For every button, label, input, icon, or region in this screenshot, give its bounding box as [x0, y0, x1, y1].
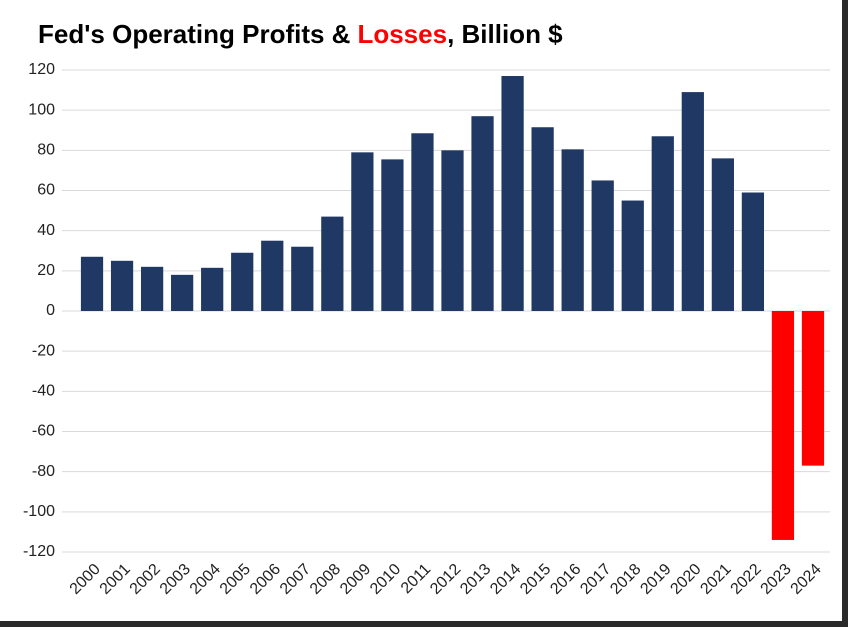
bar	[681, 92, 704, 311]
bar	[411, 133, 434, 311]
y-tick-label: 100	[28, 101, 55, 118]
title-part: Losses	[357, 19, 447, 49]
bar	[261, 240, 284, 311]
y-tick-label: -40	[32, 383, 55, 400]
bar	[381, 159, 404, 311]
y-tick-label: -20	[32, 342, 55, 359]
bar	[291, 246, 314, 311]
bar	[321, 216, 344, 311]
y-tick-label: 20	[37, 262, 55, 279]
title-part: , Billion $	[447, 19, 563, 49]
bar	[501, 76, 524, 312]
bar	[110, 260, 134, 311]
bar	[140, 266, 164, 311]
y-tick-label: -60	[32, 423, 55, 440]
bar	[621, 200, 644, 311]
frame-edge	[842, 0, 848, 627]
y-tick-label: -120	[23, 543, 55, 560]
y-tick-label: -100	[23, 503, 55, 520]
bar	[351, 152, 374, 311]
title-part: Fed's Operating Profits &	[38, 19, 350, 49]
bar	[441, 150, 464, 311]
bar	[171, 274, 194, 311]
bar	[531, 127, 554, 311]
bar	[201, 267, 224, 311]
bar	[771, 311, 795, 540]
frame-edge	[0, 621, 848, 627]
y-tick-label: 120	[28, 61, 55, 78]
y-tick-label: 40	[37, 222, 55, 239]
bar	[231, 252, 254, 311]
bar	[741, 192, 765, 311]
bar	[591, 180, 614, 311]
y-tick-label: -80	[32, 463, 55, 480]
y-tick-label: 80	[37, 142, 55, 159]
bar	[651, 136, 674, 311]
bar	[80, 256, 104, 311]
chart-title: Fed's Operating Profits & Losses, Billion…	[38, 19, 563, 49]
y-tick-label: 0	[46, 302, 55, 319]
bar	[471, 116, 494, 311]
bar	[561, 149, 584, 311]
bar	[711, 158, 734, 311]
y-tick-label: 60	[37, 182, 55, 199]
bar	[801, 311, 825, 466]
